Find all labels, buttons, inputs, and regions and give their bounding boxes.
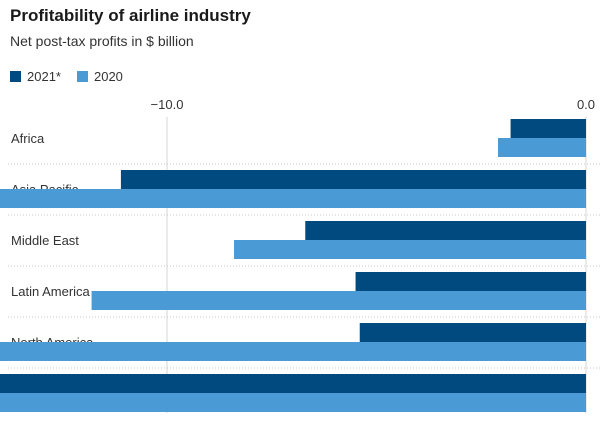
category-label: Africa xyxy=(11,131,45,146)
bar-2020-middle-east xyxy=(234,240,587,259)
legend-item-2020: 2020 xyxy=(76,69,123,84)
legend-label-2021: 2021* xyxy=(27,69,61,84)
legend-swatch-2021 xyxy=(10,71,21,82)
bar-2021-europe xyxy=(0,374,586,393)
chart-legend: 2021* 2020 xyxy=(10,69,139,84)
category-label: Latin America xyxy=(11,284,91,299)
x-tick-label: 0.0 xyxy=(577,97,595,112)
bar-2020-africa xyxy=(498,138,586,157)
bar-2021-middle-east xyxy=(305,221,586,240)
bar-2021-asia-pacific xyxy=(120,170,586,189)
chart-title: Profitability of airline industry xyxy=(10,6,251,25)
category-label: Middle East xyxy=(11,233,79,248)
bar-2020-latin-america xyxy=(91,291,586,310)
legend-label-2020: 2020 xyxy=(93,69,123,84)
bar-2020-north-america xyxy=(0,342,586,361)
bar-2021-africa xyxy=(510,119,586,138)
bar-2021-north-america xyxy=(359,323,586,342)
legend-swatch-2020 xyxy=(76,71,88,82)
bar-2020-europe xyxy=(0,393,587,412)
chart-subtitle: Net post-tax profits in $ billion xyxy=(10,33,194,49)
legend-item-2021: 2021* xyxy=(10,69,61,84)
bar-2021-latin-america xyxy=(355,272,586,291)
x-tick-label: −10.0 xyxy=(151,97,184,112)
bar-2020-asia-pacific xyxy=(0,189,586,208)
